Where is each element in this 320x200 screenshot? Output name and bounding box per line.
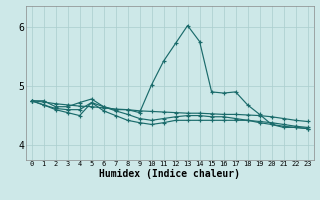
X-axis label: Humidex (Indice chaleur): Humidex (Indice chaleur) (99, 169, 240, 179)
